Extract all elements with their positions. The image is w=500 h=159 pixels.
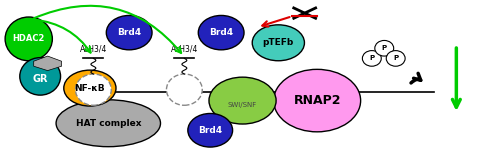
- Ellipse shape: [106, 15, 152, 50]
- Text: RNAP2: RNAP2: [294, 94, 341, 107]
- Text: Brd4: Brd4: [209, 28, 233, 37]
- Ellipse shape: [5, 17, 52, 61]
- Ellipse shape: [274, 69, 360, 132]
- Ellipse shape: [20, 58, 60, 95]
- Text: NF-κB: NF-κB: [74, 84, 105, 93]
- Ellipse shape: [375, 40, 394, 56]
- Text: HAT complex: HAT complex: [76, 119, 141, 128]
- Ellipse shape: [56, 100, 160, 147]
- Text: AcH3/4: AcH3/4: [170, 45, 198, 54]
- Ellipse shape: [76, 74, 112, 105]
- Ellipse shape: [188, 114, 232, 147]
- Polygon shape: [34, 56, 62, 71]
- Text: P: P: [393, 55, 398, 61]
- Ellipse shape: [252, 25, 304, 61]
- Text: HDAC2: HDAC2: [12, 34, 45, 43]
- Text: Brd4: Brd4: [117, 28, 141, 37]
- Ellipse shape: [209, 77, 276, 124]
- Ellipse shape: [166, 74, 202, 105]
- Text: Brd4: Brd4: [198, 126, 222, 135]
- Text: P: P: [370, 55, 374, 61]
- Text: GR: GR: [32, 75, 48, 84]
- Ellipse shape: [198, 15, 244, 50]
- Text: SWI/SNF: SWI/SNF: [228, 102, 257, 108]
- Text: AcH3/4: AcH3/4: [80, 45, 107, 54]
- Text: P: P: [382, 45, 387, 51]
- Ellipse shape: [386, 51, 405, 66]
- Ellipse shape: [362, 51, 382, 66]
- Text: pTEFb: pTEFb: [262, 38, 294, 47]
- Ellipse shape: [64, 70, 116, 106]
